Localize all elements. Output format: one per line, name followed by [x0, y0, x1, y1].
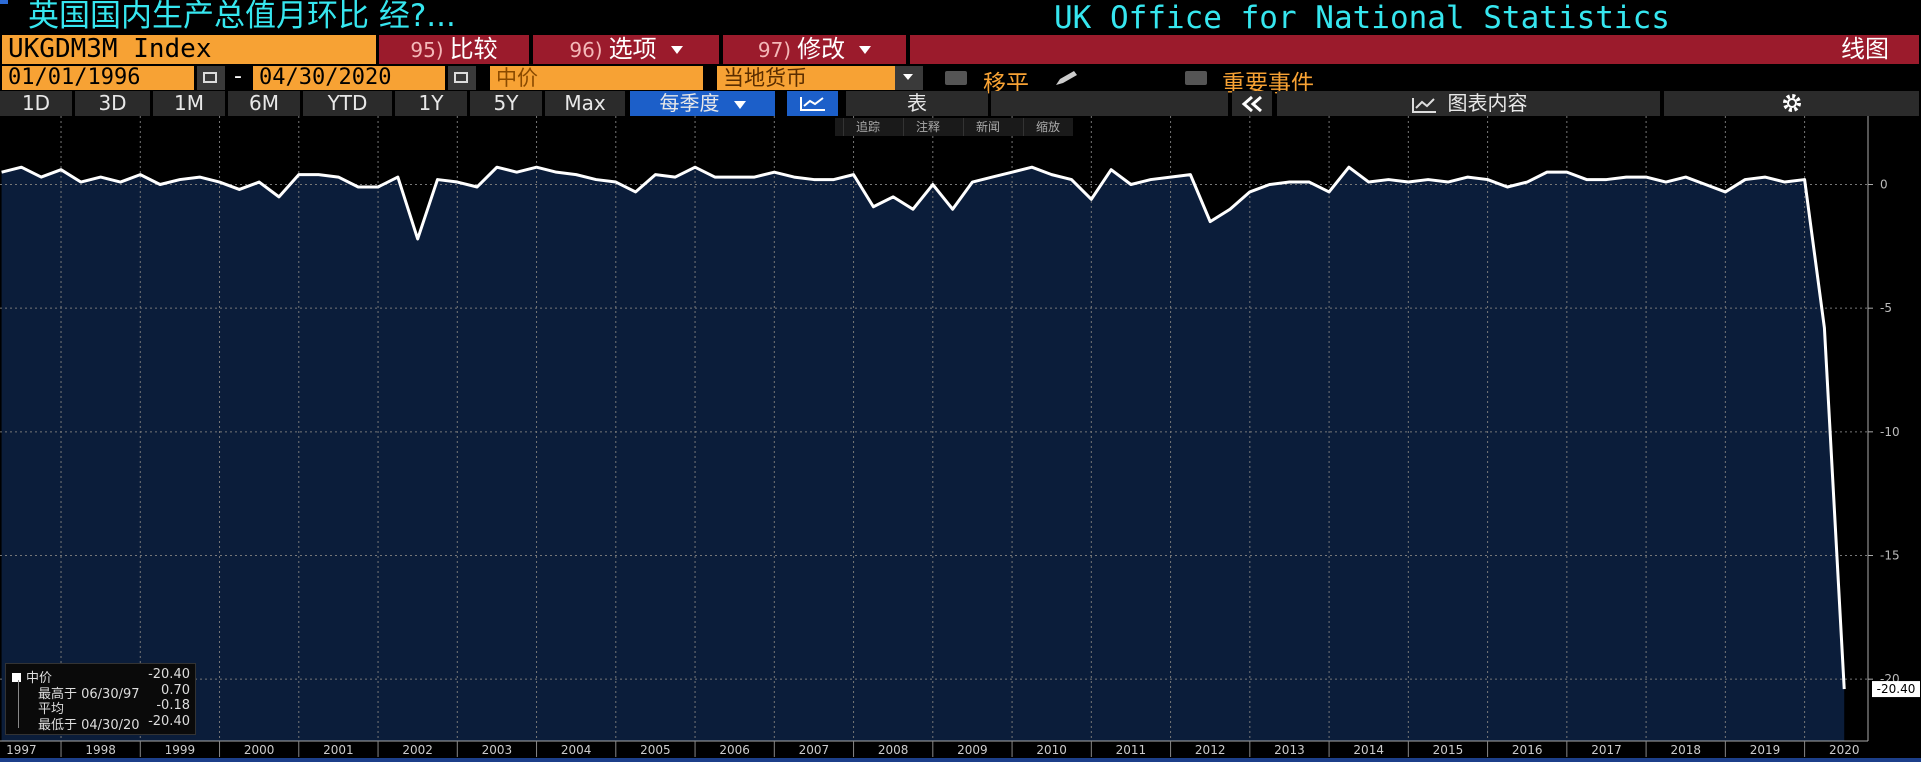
x-tick-label: 2020 [1829, 743, 1860, 757]
chart-tool[interactable]: 注释 [903, 118, 940, 136]
date-separator: - [234, 64, 242, 89]
x-tick-label: 2013 [1274, 743, 1305, 757]
x-tick-label: 2014 [1353, 743, 1384, 757]
blank-button [991, 91, 1228, 116]
period-button[interactable]: 3D [75, 91, 150, 116]
menu-edit[interactable]: 97) 修改 [723, 35, 906, 64]
period-button[interactable]: 1M [153, 91, 225, 116]
chart-tools: 追踪 注释 新闻 缩放 [835, 118, 1073, 136]
menu-label: 选项 [608, 35, 657, 63]
pencil-icon[interactable] [1052, 68, 1082, 88]
dropdown[interactable] [895, 66, 923, 90]
x-tick-label: 1997 [6, 743, 37, 757]
y-tick-label: -10 [1880, 425, 1900, 439]
view-bar[interactable]: 线图 [910, 35, 1919, 64]
y-tick-label: -5 [1880, 301, 1892, 315]
x-tick-label: 2002 [402, 743, 433, 757]
x-tick-label: 2008 [878, 743, 909, 757]
chart-tool[interactable]: 新闻 [963, 118, 1000, 136]
menu-key: 95) [410, 38, 444, 62]
period-button[interactable]: Max [545, 91, 625, 116]
menu-label: 修改 [797, 35, 846, 63]
x-tick-label: 2003 [482, 743, 513, 757]
legend-value: -0.18 [156, 698, 190, 713]
frequency[interactable]: 每季度 [630, 91, 775, 116]
chart-tool[interactable]: 缩放 [1023, 118, 1060, 136]
start-date[interactable]: 01/01/1996 [2, 66, 194, 90]
x-tick-label: 2016 [1512, 743, 1543, 757]
x-tick-label: 1999 [165, 743, 196, 757]
legend-value: -20.40 [148, 714, 190, 729]
legend-label: 最高于 06/30/97 [38, 687, 140, 702]
menu-compare[interactable]: 95) 比较 [379, 35, 529, 64]
chart-contents-label: 图表内容 [1447, 91, 1528, 115]
legend-label: 平均 [38, 702, 65, 717]
menu-label: 比较 [449, 35, 498, 63]
menu-key: 97) [757, 38, 792, 62]
frequency-label: 每季度 [659, 91, 720, 115]
source: UK Office for National Statistics [1054, 0, 1670, 36]
collapse-button[interactable] [1232, 91, 1272, 116]
bottom-strip [0, 758, 1921, 762]
x-tick-label: 2005 [640, 743, 671, 757]
area [1, 167, 1845, 741]
value-label-box [1872, 681, 1920, 698]
x-tick-label: 2019 [1750, 743, 1781, 757]
corner-mark [0, 0, 8, 4]
line [1, 165, 1846, 690]
legend-row: 中价 [12, 667, 52, 686]
menu-options[interactable]: 96) 选项 [533, 35, 719, 64]
currency-field[interactable]: 当地货币 [717, 66, 895, 90]
settings[interactable] [1664, 91, 1919, 116]
calendar-icon[interactable] [448, 66, 476, 90]
x-tick-label: 2000 [244, 743, 275, 757]
security-title: 英国国内生产总值月环比 经?... [28, 0, 456, 34]
x-tick-label: 2009 [957, 743, 988, 757]
menu-key: 96) [569, 38, 603, 62]
x-tick-label: 2018 [1670, 743, 1701, 757]
checkbox[interactable] [945, 71, 967, 85]
legend-value: -20.40 [148, 667, 190, 682]
period-button[interactable]: 5Y [470, 91, 542, 116]
x-tick-label: 2007 [799, 743, 830, 757]
value-label: -20.40 [1877, 682, 1916, 696]
x-tick-label: 1998 [85, 743, 116, 757]
legend-value: 0.70 [161, 683, 190, 698]
period-button[interactable]: 1Y [395, 91, 467, 116]
line-icon[interactable] [787, 91, 838, 116]
chart-tool[interactable]: 追踪 [843, 118, 880, 136]
x-tick-label: 2015 [1433, 743, 1464, 757]
x-tick-label: 2010 [1036, 743, 1067, 757]
price-field[interactable]: 中价 [490, 66, 703, 90]
chart-contents[interactable]: 图表内容 [1277, 91, 1660, 116]
x-tick-label: 2006 [719, 743, 750, 757]
ticker[interactable]: UKGDM3M Index [2, 35, 376, 64]
legend: 中价 -20.40 最高于 06/30/97 0.70 平均 -0.18 最低于… [5, 663, 196, 735]
y-tick-label: 0 [1880, 178, 1888, 192]
view-type: 线图 [1841, 35, 1889, 63]
y-tick-label: -15 [1880, 549, 1900, 563]
x-tick-label: 2004 [561, 743, 592, 757]
end-date[interactable]: 04/30/2020 [253, 66, 445, 90]
calendar-icon[interactable] [197, 66, 225, 90]
x-tick-label: 2001 [323, 743, 354, 757]
legend-series: 中价 [26, 671, 53, 686]
x-tick-label: 2011 [1116, 743, 1147, 757]
x-tick-label: 2012 [1195, 743, 1226, 757]
period-button[interactable]: 6M [228, 91, 300, 116]
x-tick-label: 2017 [1591, 743, 1622, 757]
period-button[interactable]: YTD [303, 91, 392, 116]
table-button[interactable]: 表 [846, 91, 988, 116]
legend-label: 最低于 04/30/20 [38, 718, 140, 733]
x-axis-band [0, 741, 1921, 758]
checkbox[interactable] [1185, 71, 1207, 85]
period-button[interactable]: 1D [0, 91, 72, 116]
